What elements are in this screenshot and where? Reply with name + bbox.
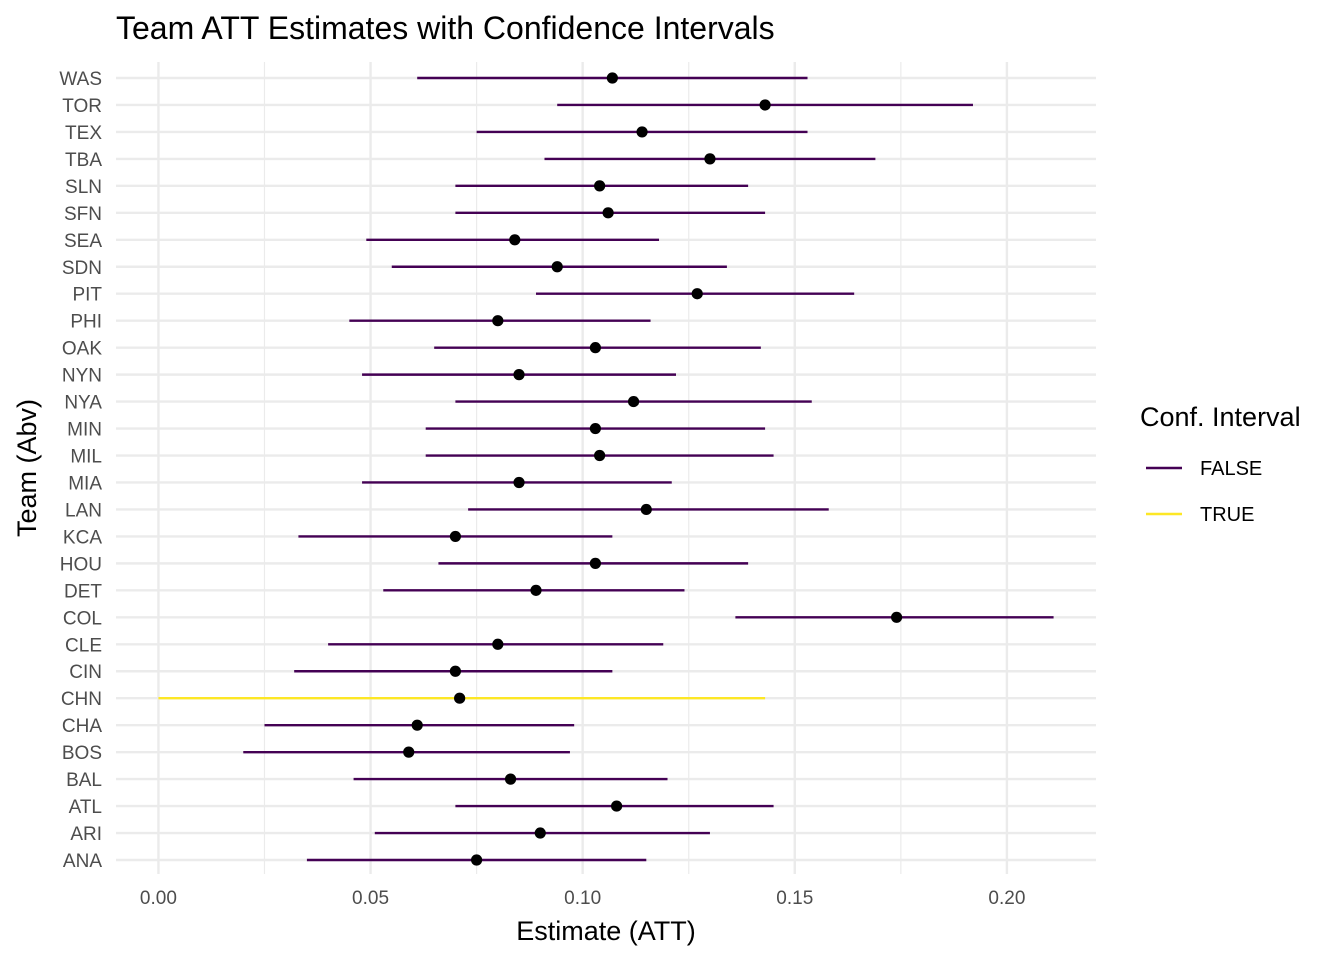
x-tick-label: 0.00 — [140, 888, 177, 909]
estimate-point-nyn — [513, 369, 525, 381]
y-tick-label-cha: CHA — [62, 716, 102, 737]
chart-title: Team ATT Estimates with Confidence Inter… — [116, 10, 775, 46]
y-tick-label-mil: MIL — [70, 447, 102, 468]
confidence-intervals — [158, 76, 1054, 862]
y-tick-label-cle: CLE — [65, 635, 102, 656]
y-axis-tick-labels: ANA ARI ATL BAL BOS CHA CHN CIN CLE COL DET HOU KCA L… — [59, 69, 102, 872]
estimate-point-atl — [611, 800, 623, 812]
y-tick-label-sfn: SFN — [64, 204, 102, 225]
y-tick-label-sdn: SDN — [62, 258, 102, 279]
estimate-point-bos — [403, 746, 415, 758]
estimate-points — [403, 72, 903, 866]
estimate-point-mia — [513, 476, 525, 489]
y-tick-label-hou: HOU — [60, 554, 102, 575]
x-tick-label: 0.05 — [352, 888, 389, 909]
y-tick-label-pit: PIT — [72, 285, 102, 306]
estimate-point-ana — [471, 854, 483, 866]
x-axis-tick-labels: 0.00 0.05 0.10 0.15 0.20 — [140, 888, 1025, 909]
y-tick-label-tor: TOR — [62, 96, 102, 117]
estimate-point-oak — [589, 342, 601, 354]
legend: Conf. Interval FALSE TRUE — [1140, 402, 1301, 526]
legend-label-false: FALSE — [1200, 458, 1262, 480]
y-tick-label-cin: CIN — [69, 662, 102, 683]
x-tick-label: 0.10 — [564, 888, 601, 909]
y-tick-label-oak: OAK — [62, 339, 102, 360]
estimate-point-cha — [411, 719, 423, 731]
y-tick-label-ana: ANA — [63, 851, 102, 872]
y-tick-label-lan: LAN — [65, 500, 102, 521]
y-tick-label-nya: NYA — [64, 393, 102, 414]
estimate-point-was — [606, 72, 618, 84]
estimate-point-min — [589, 422, 601, 435]
estimate-point-sdn — [551, 261, 563, 273]
y-tick-label-tba: TBA — [65, 150, 102, 171]
estimate-point-lan — [640, 503, 652, 516]
estimate-point-phi — [492, 315, 504, 327]
y-tick-label-tex: TEX — [65, 123, 102, 144]
estimate-point-chn — [454, 692, 466, 704]
estimate-point-cle — [492, 638, 504, 650]
x-axis-title: Estimate (ATT) — [516, 916, 696, 946]
y-tick-label-phi: PHI — [70, 312, 102, 333]
y-tick-label-sln: SLN — [65, 177, 102, 198]
estimate-point-pit — [691, 288, 703, 300]
estimate-point-sfn — [602, 207, 614, 219]
estimate-point-tor — [759, 99, 771, 111]
y-tick-label-nyn: NYN — [62, 366, 102, 387]
estimate-point-col — [891, 611, 903, 623]
estimate-point-bal — [504, 773, 517, 785]
y-tick-label-mia: MIA — [68, 473, 102, 494]
y-tick-label-chn: CHN — [61, 689, 102, 710]
y-tick-label-det: DET — [64, 581, 102, 602]
estimate-point-hou — [589, 557, 601, 569]
estimate-point-det — [530, 584, 542, 596]
y-tick-label-bos: BOS — [62, 743, 102, 764]
y-tick-label-ari: ARI — [70, 824, 102, 845]
y-tick-label-kca: KCA — [63, 527, 102, 548]
estimate-point-sea — [509, 234, 521, 246]
legend-entries: FALSE TRUE — [1146, 458, 1262, 526]
y-tick-label-bal: BAL — [66, 770, 102, 791]
y-tick-label-col: COL — [63, 608, 102, 629]
estimate-point-kca — [449, 530, 461, 543]
y-tick-label-atl: ATL — [69, 797, 102, 818]
estimate-point-cin — [449, 665, 461, 677]
estimate-point-tba — [704, 153, 716, 165]
y-tick-label-was: WAS — [59, 69, 102, 90]
legend-label-true: TRUE — [1200, 504, 1254, 526]
y-axis-title: Team (Abv) — [12, 399, 42, 537]
estimate-point-sln — [594, 180, 606, 192]
x-tick-label: 0.15 — [776, 888, 813, 909]
x-tick-label: 0.20 — [988, 888, 1025, 909]
y-tick-label-sea: SEA — [64, 231, 102, 252]
estimate-point-tex — [636, 126, 648, 138]
y-tick-label-min: MIN — [67, 420, 102, 441]
estimate-point-nya — [627, 395, 640, 408]
estimate-point-ari — [534, 827, 546, 839]
legend-title: Conf. Interval — [1140, 402, 1301, 432]
estimate-point-mil — [594, 449, 606, 462]
